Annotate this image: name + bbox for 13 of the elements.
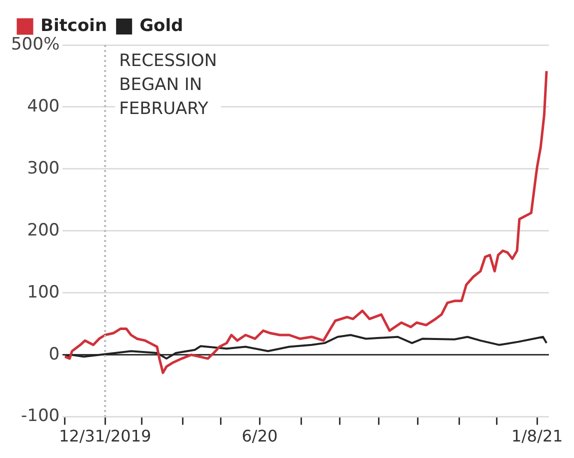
ref-line-label: RECESSION BEGAN IN FEBRUARY — [119, 50, 217, 119]
legend-label: Bitcoin — [40, 16, 108, 36]
legend-label: Gold — [140, 16, 184, 36]
x-tick-label: 6/20 — [242, 426, 278, 446]
y-tick-label: 0 — [48, 344, 60, 364]
y-tick-label: 200 — [27, 220, 60, 240]
x-tick-label: 12/31/2019 — [58, 426, 152, 446]
y-tick-label: 100 — [27, 282, 60, 302]
y-tick-label: -100 — [21, 406, 60, 426]
y-tick-label: 300 — [27, 158, 60, 178]
x-tick-label: 1/8/21 — [511, 426, 563, 446]
y-tick-label: 500% — [10, 34, 60, 54]
y-tick-label: 400 — [27, 96, 60, 116]
